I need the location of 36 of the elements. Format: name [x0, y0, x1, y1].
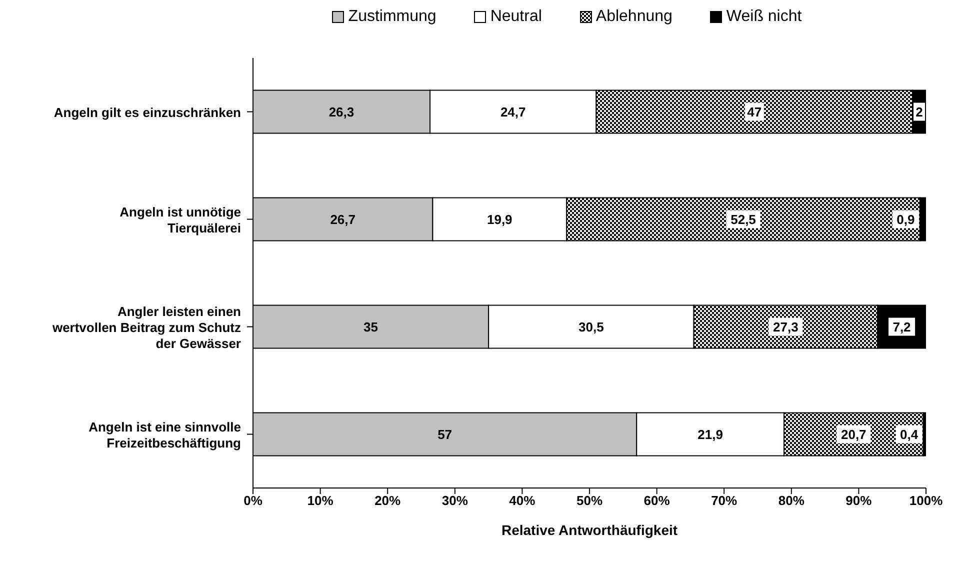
- data-label: 27,3: [773, 319, 798, 334]
- legend-label: Weiß nicht: [726, 8, 802, 26]
- data-label: 26,7: [330, 212, 356, 227]
- data-label: 21,9: [698, 426, 723, 442]
- data-label: 30,5: [578, 319, 604, 334]
- legend-label: Ablehnung: [596, 8, 672, 26]
- y-tick-label: Angeln ist unnötige Tierquälerei: [120, 204, 241, 235]
- x-tick-label: 30%: [442, 493, 468, 508]
- x-tick-label: 50%: [576, 493, 603, 508]
- x-tick-label: 100%: [909, 493, 944, 508]
- data-label: 52,5: [730, 212, 756, 227]
- data-label: 35: [364, 319, 378, 334]
- data-label: 7,2: [892, 319, 911, 334]
- y-tick-label: Angeln ist eine sinnvolle Freizeitbeschäftigung: [88, 418, 242, 450]
- data-label: 2: [916, 104, 923, 120]
- y-tick-label: Angeln gilt es einzuschränken: [54, 104, 242, 120]
- data-label: 26,3: [328, 104, 354, 120]
- data-label: 47: [747, 104, 762, 120]
- x-tick-label: 0%: [244, 493, 263, 508]
- data-label: 20,7: [840, 426, 866, 442]
- x-tick-label: 70%: [711, 493, 738, 508]
- legend-label: Zustimmung: [348, 8, 436, 26]
- x-axis-title: Relative Antworthäufigkeit: [501, 522, 678, 538]
- data-label: 57: [438, 426, 452, 442]
- x-tick-label: 90%: [846, 493, 872, 508]
- x-tick-label: 40%: [509, 493, 536, 508]
- x-tick-label: 60%: [644, 493, 670, 508]
- data-label: 0,9: [896, 212, 915, 227]
- data-label: 0,4: [900, 426, 919, 442]
- legend-label: Neutral: [490, 8, 542, 26]
- data-label: 19,9: [487, 212, 512, 227]
- data-label: 24,7: [500, 104, 526, 120]
- y-tick-label: Angler leisten einen wertvollen Beitrag zum Schutz der Gewässer: [51, 303, 242, 350]
- x-tick-label: 20%: [374, 493, 402, 508]
- x-tick-label: 10%: [307, 493, 334, 508]
- x-tick-label: 80%: [778, 493, 805, 508]
